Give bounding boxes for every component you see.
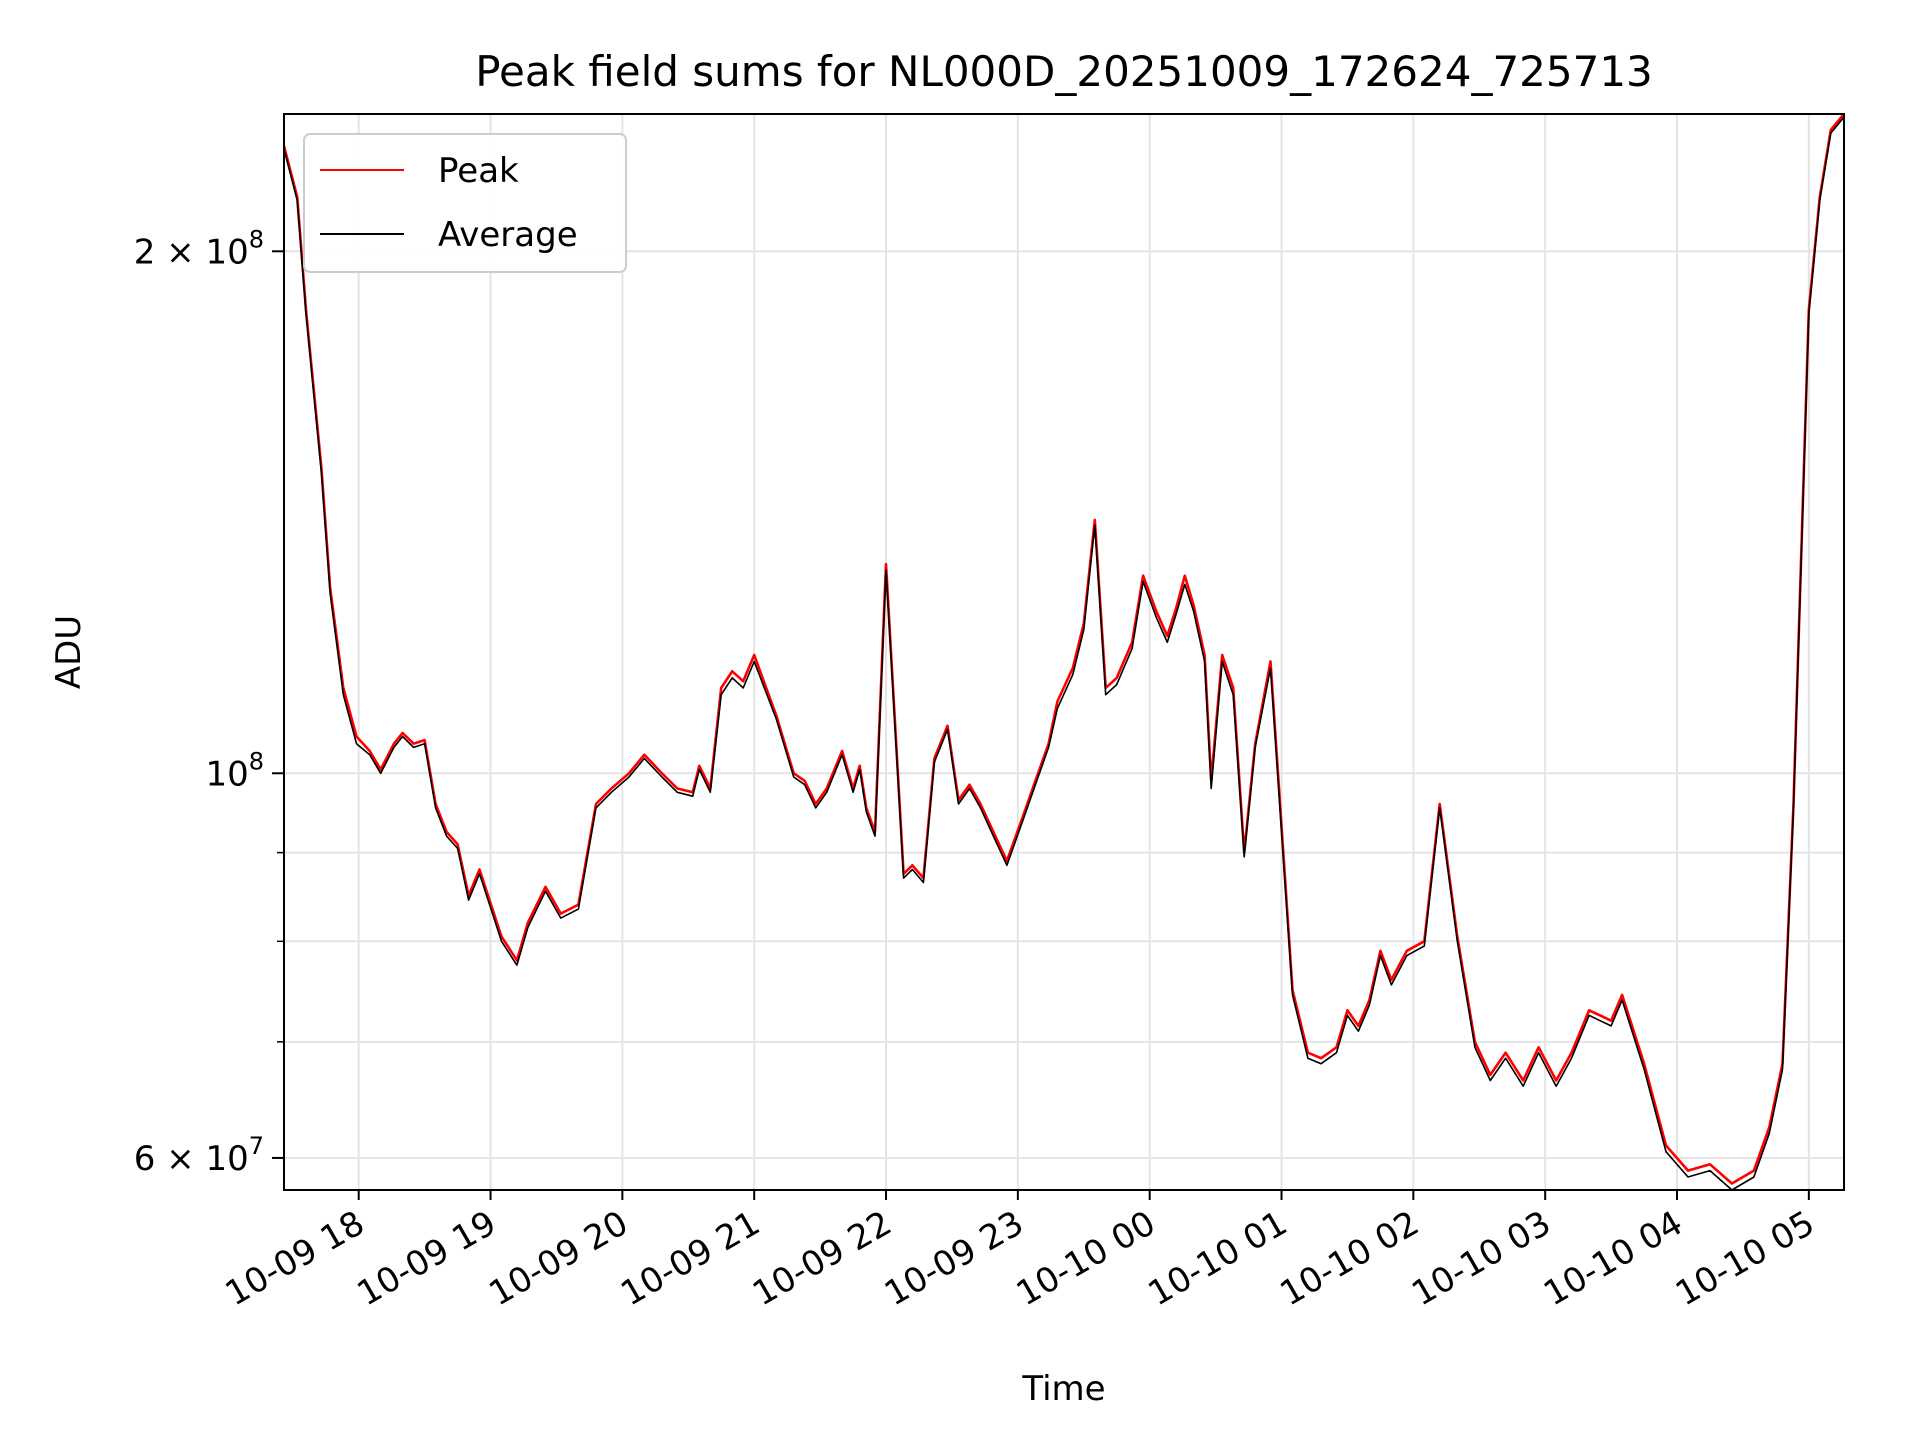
y-tick-label: 2 × 108 [134, 225, 264, 272]
legend-label-peak: Peak [438, 151, 519, 191]
legend: Peak Average [303, 133, 627, 273]
grid [284, 114, 1844, 1190]
series-peak-line [282, 113, 1846, 1185]
legend-box [303, 133, 627, 273]
x-axis-label: Time [1021, 1369, 1105, 1409]
y-tick-label: 6 × 107 [134, 1132, 264, 1179]
chart-title: Peak field sums for NL000D_20251009_1726… [475, 47, 1653, 96]
plot-frame [283, 113, 1845, 1191]
legend-label-average: Average [438, 215, 578, 255]
plot-lines [282, 113, 1846, 1191]
y-axis-label: ADU [49, 615, 89, 689]
series-average-line [283, 116, 1845, 1191]
